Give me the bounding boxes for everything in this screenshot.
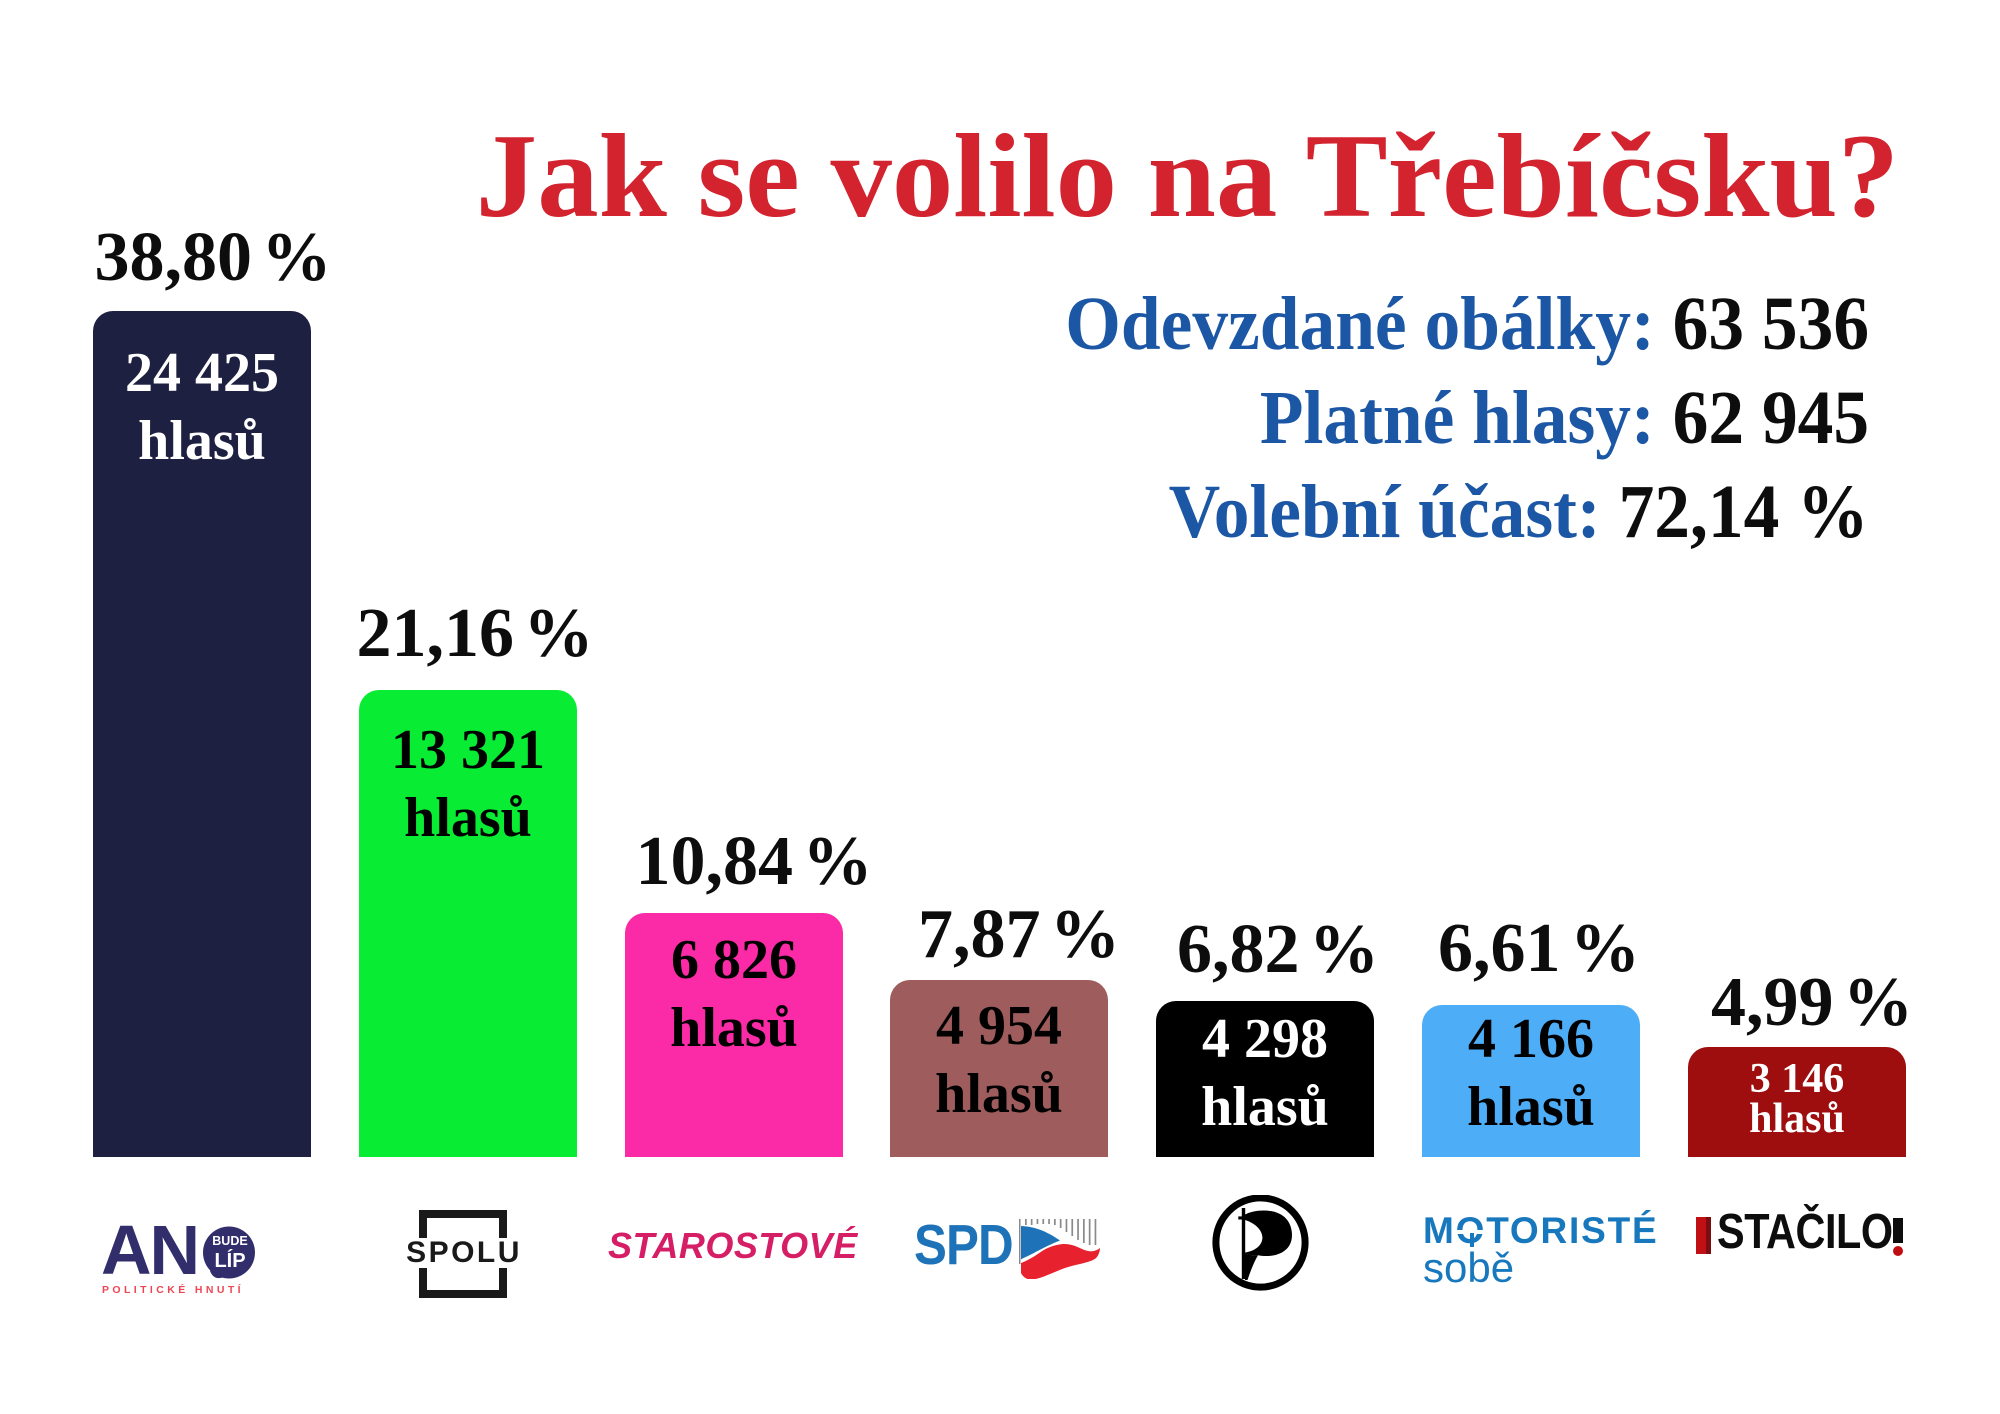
svg-text:LÍP: LÍP <box>214 1249 245 1272</box>
svg-text:BUDE: BUDE <box>212 1234 247 1248</box>
